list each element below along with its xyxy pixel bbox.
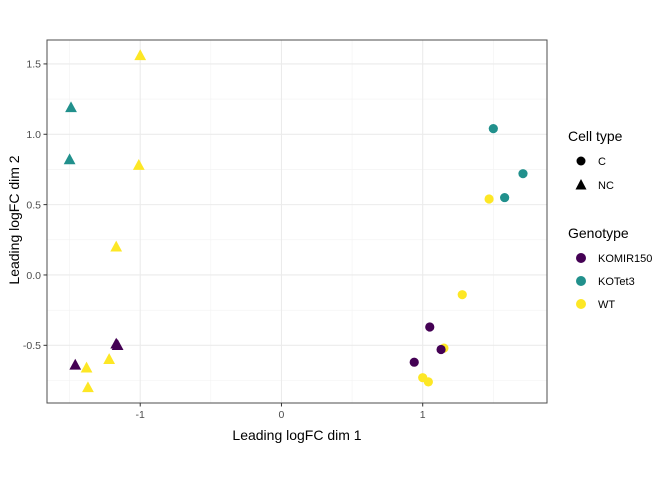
data-point-triangle <box>63 153 76 165</box>
legend-genotype-label-wt: WT <box>598 299 615 311</box>
legend-genotype-title: Genotype <box>568 225 629 241</box>
data-points <box>63 49 528 393</box>
legend-genotype-label-komir150: KOMIR150 <box>598 253 652 265</box>
data-point-circle <box>436 344 446 355</box>
x-tick-label: -1 <box>136 409 145 421</box>
data-point-triangle <box>82 381 94 393</box>
data-point-circle <box>425 322 435 332</box>
data-point-triangle <box>65 101 77 113</box>
legend-genotype-label-kotet3: KOTet3 <box>598 276 635 288</box>
data-point-circle <box>409 357 419 367</box>
data-point-triangle <box>111 339 124 350</box>
y-axis: -0.5 0.0 0.5 1.0 1.5 <box>23 59 47 352</box>
plot-panel-border <box>46 39 548 404</box>
legend-circle-icon <box>576 156 586 166</box>
data-point-circle <box>488 124 498 134</box>
y-axis-title: Leading logFC dim 2 <box>6 155 22 284</box>
data-point-triangle <box>132 159 145 170</box>
y-tick-label: -0.5 <box>23 340 41 352</box>
minor-gridlines <box>47 40 547 403</box>
data-point-triangle <box>69 358 82 370</box>
x-axis: -1 0 1 <box>136 403 426 421</box>
x-tick-label: 1 <box>420 409 426 421</box>
legend-genotype: Genotype KOMIR150 KOTet3 WT <box>568 225 652 311</box>
data-point-circle <box>484 194 494 204</box>
data-point-circle <box>423 377 433 387</box>
major-gridlines <box>47 40 547 403</box>
y-tick-label: 1.5 <box>26 59 41 71</box>
legend-cell-type-label-nc: NC <box>598 180 614 192</box>
data-point-triangle <box>134 49 147 61</box>
x-axis-title: Leading logFC dim 1 <box>232 427 361 443</box>
y-tick-label: 0.0 <box>26 270 41 282</box>
y-tick-label: 1.0 <box>26 129 41 141</box>
data-point-circle <box>518 169 528 179</box>
data-point-circle <box>457 290 467 300</box>
x-tick-label: 0 <box>279 409 285 421</box>
legend-genotype-swatch-komir150 <box>576 253 586 263</box>
data-point-triangle <box>110 240 123 252</box>
data-point-circle <box>500 192 510 203</box>
legend-genotype-swatch-kotet3 <box>576 276 586 286</box>
plot-panel <box>47 40 547 403</box>
data-point-triangle <box>103 353 116 365</box>
y-tick-label: 0.5 <box>26 199 41 211</box>
legend-cell-type-label-c: C <box>598 156 606 168</box>
data-point-triangle <box>80 361 93 373</box>
legend-cell-type: Cell type C NC <box>568 128 623 192</box>
legend-genotype-swatch-wt <box>576 299 586 309</box>
legend-cell-type-title: Cell type <box>568 128 623 144</box>
legend-triangle-icon <box>575 179 587 190</box>
